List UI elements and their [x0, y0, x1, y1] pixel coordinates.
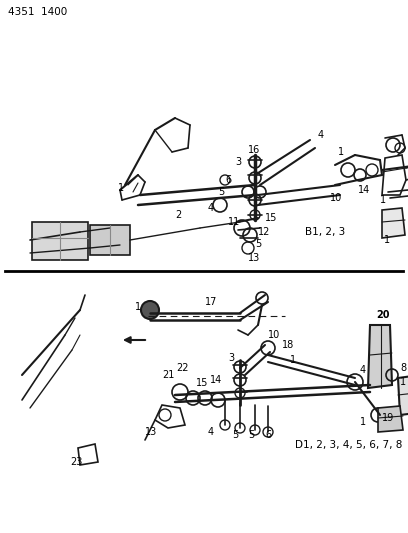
Text: 18: 18: [282, 340, 294, 350]
Text: 17: 17: [205, 297, 217, 307]
Text: 1: 1: [380, 195, 386, 205]
Text: 5: 5: [255, 239, 261, 249]
Text: 5: 5: [248, 430, 254, 440]
Text: 13: 13: [145, 427, 157, 437]
Text: 6: 6: [225, 175, 231, 185]
Text: 8: 8: [400, 363, 406, 373]
Text: 22: 22: [176, 363, 188, 373]
Polygon shape: [382, 208, 405, 238]
Text: 13: 13: [248, 253, 260, 263]
Text: 3: 3: [235, 157, 241, 167]
Text: 23: 23: [70, 457, 82, 467]
Polygon shape: [368, 325, 392, 388]
Text: 4: 4: [360, 365, 366, 375]
Text: 3: 3: [228, 353, 234, 363]
Text: 4: 4: [208, 203, 214, 213]
Text: 2: 2: [175, 210, 181, 220]
Text: 4351  1400: 4351 1400: [8, 7, 67, 17]
Text: 6: 6: [265, 430, 271, 440]
Text: 1: 1: [118, 183, 124, 193]
Text: 20: 20: [376, 310, 390, 320]
Text: 19: 19: [382, 413, 394, 423]
Text: B1, 2, 3: B1, 2, 3: [305, 227, 345, 237]
Polygon shape: [398, 375, 408, 415]
Text: 5: 5: [232, 430, 238, 440]
Text: 1: 1: [400, 377, 406, 387]
Text: 15: 15: [265, 213, 277, 223]
Text: 21: 21: [162, 370, 174, 380]
Text: 1: 1: [290, 355, 296, 365]
Circle shape: [141, 301, 159, 319]
Text: 5: 5: [218, 187, 224, 197]
Text: 14: 14: [210, 375, 222, 385]
Text: 1: 1: [135, 302, 141, 312]
Text: 4: 4: [318, 130, 324, 140]
Polygon shape: [378, 406, 403, 432]
Text: 10: 10: [330, 193, 342, 203]
Text: 14: 14: [358, 185, 370, 195]
Text: 1: 1: [338, 147, 344, 157]
Text: 12: 12: [258, 227, 271, 237]
Text: 1: 1: [360, 417, 366, 427]
Text: D1, 2, 3, 4, 5, 6, 7, 8: D1, 2, 3, 4, 5, 6, 7, 8: [295, 440, 402, 450]
Text: 1: 1: [384, 235, 390, 245]
Polygon shape: [90, 225, 130, 255]
Text: 10: 10: [268, 330, 280, 340]
Text: 15: 15: [196, 378, 208, 388]
Text: 11: 11: [228, 217, 240, 227]
Text: 16: 16: [248, 145, 260, 155]
Polygon shape: [32, 222, 88, 260]
Text: 4: 4: [208, 427, 214, 437]
